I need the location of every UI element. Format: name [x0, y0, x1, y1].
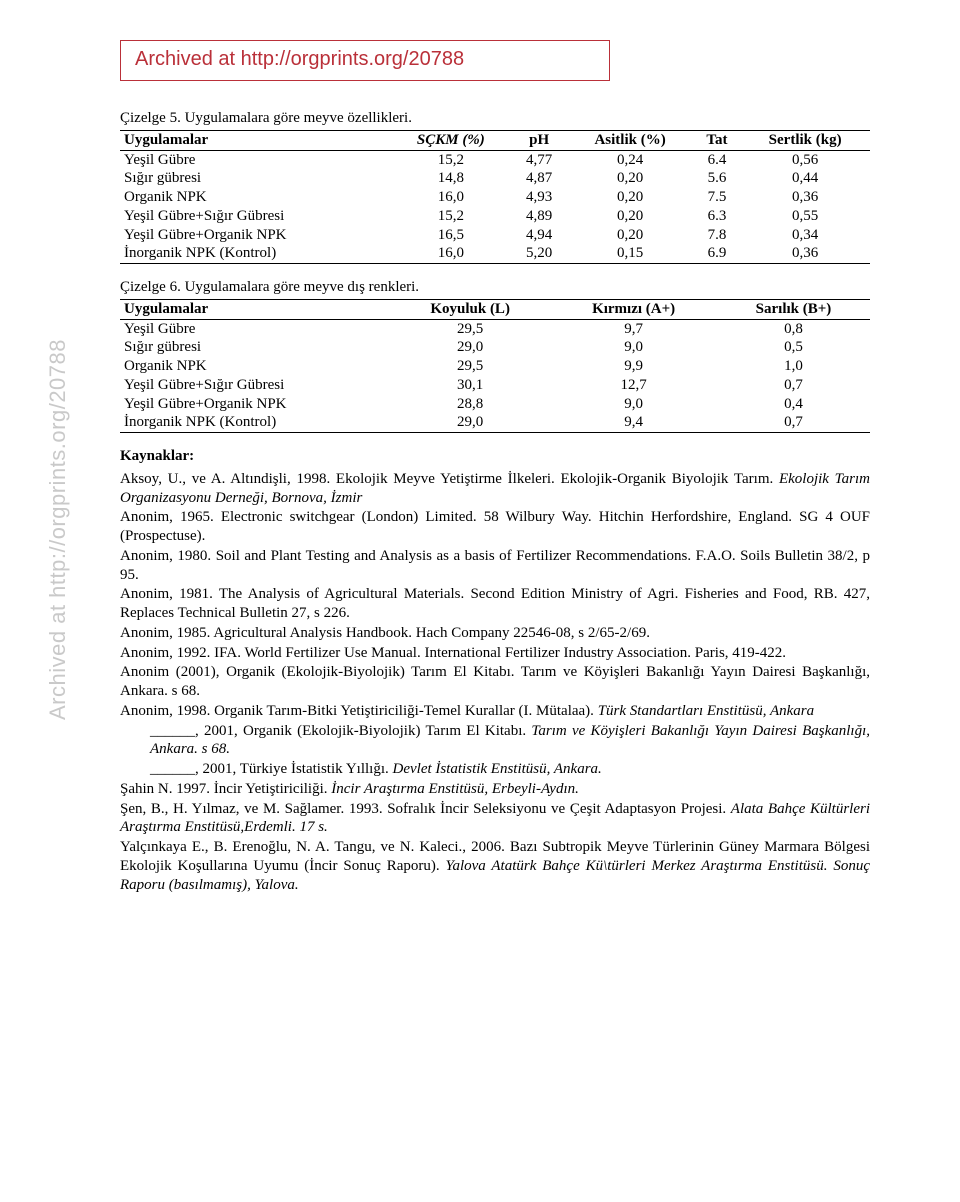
table5-h3: Asitlik (%)	[567, 130, 694, 150]
table5-h0: Uygulamalar	[120, 130, 390, 150]
table-row: Yeşil Gübre+Sığır Gübresi15,24,890,206.3…	[120, 207, 870, 226]
table-row: İnorganik NPK (Kontrol)29,09,40,7	[120, 413, 870, 432]
table6-h3: Sarılık (B+)	[717, 299, 870, 319]
ref-item: ______, 2001, Organik (Ekolojik-Biyoloji…	[120, 722, 870, 760]
table-row: Yeşil Gübre29,59,70,8	[120, 319, 870, 338]
table5-h5: Sertlik (kg)	[740, 130, 870, 150]
archive-banner-text: Archived at http://orgprints.org/20788	[135, 48, 464, 70]
ref-item: Şahin N. 1997. İncir Yetiştiriciliği. İn…	[120, 780, 870, 799]
table-row: Organik NPK29,59,91,0	[120, 357, 870, 376]
references-heading: Kaynaklar:	[120, 447, 870, 466]
table-row: Sığır gübresi29,09,00,5	[120, 338, 870, 357]
references-block: Aksoy, U., ve A. Altındişli, 1998. Ekolo…	[120, 470, 870, 895]
table-row: İnorganik NPK (Kontrol)16,05,200,156.90,…	[120, 244, 870, 263]
table6-header-row: Uygulamalar Koyuluk (L) Kırmızı (A+) Sar…	[120, 299, 870, 319]
ref-item: Anonim (2001), Organik (Ekolojik-Biyoloj…	[120, 663, 870, 701]
ref-item: Anonim, 1981. The Analysis of Agricultur…	[120, 585, 870, 623]
table5-header-row: Uygulamalar SÇKM (%) pH Asitlik (%) Tat …	[120, 130, 870, 150]
table6-h0: Uygulamalar	[120, 299, 390, 319]
table-row: Sığır gübresi14,84,870,205.60,44	[120, 169, 870, 188]
table6-title: Çizelge 6. Uygulamalara göre meyve dış r…	[120, 278, 870, 297]
table5-title: Çizelge 5. Uygulamalara göre meyve özell…	[120, 109, 870, 128]
ref-item: Şen, B., H. Yılmaz, ve M. Sağlamer. 1993…	[120, 800, 870, 838]
table-row: Yeşil Gübre15,24,770,246.40,56	[120, 150, 870, 169]
table5-h2: pH	[512, 130, 567, 150]
ref-item: Anonim, 1965. Electronic switchgear (Lon…	[120, 508, 870, 546]
table-row: Yeşil Gübre+Organik NPK28,89,00,4	[120, 395, 870, 414]
archive-banner: Archived at http://orgprints.org/20788	[120, 40, 610, 81]
archive-vertical-text: Archived at http://orgprints.org/20788	[44, 339, 72, 720]
table6-h2: Kırmızı (A+)	[550, 299, 717, 319]
ref-item: Anonim, 1985. Agricultural Analysis Hand…	[120, 624, 870, 643]
ref-item: Yalçınkaya E., B. Erenoğlu, N. A. Tangu,…	[120, 838, 870, 894]
ref-item: Aksoy, U., ve A. Altındişli, 1998. Ekolo…	[120, 470, 870, 508]
table-row: Organik NPK16,04,930,207.50,36	[120, 188, 870, 207]
table5-h4: Tat	[694, 130, 741, 150]
table-row: Yeşil Gübre+Sığır Gübresi30,112,70,7	[120, 376, 870, 395]
ref-item: ______, 2001, Türkiye İstatistik Yıllığı…	[120, 760, 870, 779]
table6: Uygulamalar Koyuluk (L) Kırmızı (A+) Sar…	[120, 299, 870, 433]
ref-item: Anonim, 1998. Organik Tarım-Bitki Yetişt…	[120, 702, 870, 721]
ref-item: Anonim, 1980. Soil and Plant Testing and…	[120, 547, 870, 585]
table6-h1: Koyuluk (L)	[390, 299, 550, 319]
table5-h1: SÇKM (%)	[417, 132, 485, 148]
table-row: Yeşil Gübre+Organik NPK16,54,940,207.80,…	[120, 226, 870, 245]
table5: Uygulamalar SÇKM (%) pH Asitlik (%) Tat …	[120, 130, 870, 264]
ref-item: Anonim, 1992. IFA. World Fertilizer Use …	[120, 644, 870, 663]
